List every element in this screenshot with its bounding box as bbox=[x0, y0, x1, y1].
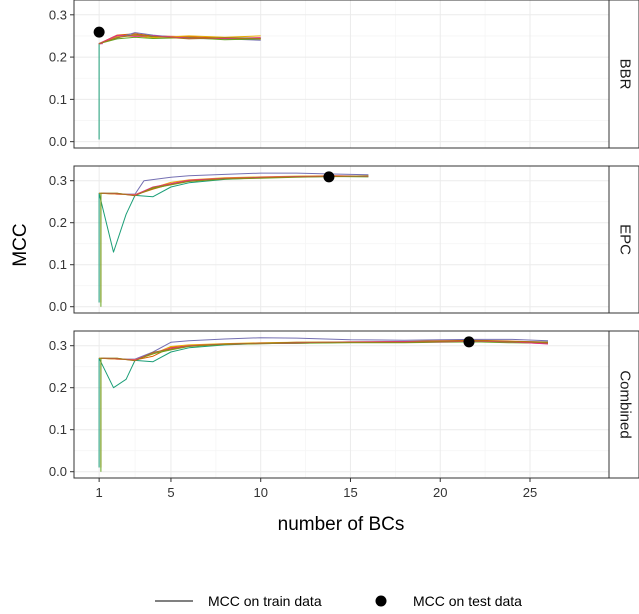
x-tick-label: 5 bbox=[167, 485, 174, 500]
test-point-bbr bbox=[93, 26, 105, 38]
y-tick-label: 0.0 bbox=[49, 464, 67, 479]
y-tick-label: 0.2 bbox=[49, 215, 67, 230]
panel-bbr: BBR 0.0 0.1 0.2 0.3 bbox=[49, 0, 639, 149]
test-point-epc bbox=[323, 171, 335, 183]
x-tick-label: 15 bbox=[343, 485, 357, 500]
x-tick-label: 20 bbox=[433, 485, 447, 500]
y-tick-label: 0.2 bbox=[49, 50, 67, 65]
strip-background bbox=[608, 330, 639, 479]
y-tick-label: 0.0 bbox=[49, 134, 67, 149]
series-line-run-1 bbox=[98, 340, 549, 468]
legend-train-label: MCC on train data bbox=[208, 593, 322, 609]
series-line-run-2 bbox=[100, 175, 369, 303]
x-tick-label: 25 bbox=[523, 485, 537, 500]
strip-label-epc: EPC bbox=[617, 224, 634, 255]
y-tick-label: 0.1 bbox=[49, 422, 67, 437]
series-line-run-1 bbox=[98, 34, 261, 140]
legend: MCC on train data MCC on test data bbox=[155, 593, 522, 609]
series-line-run-2 bbox=[100, 339, 549, 468]
panel-border bbox=[73, 0, 610, 149]
strip-background bbox=[608, 165, 639, 314]
panel-combined: Combined 0.0 0.1 0.2 0.3 bbox=[49, 330, 639, 479]
x-tick-label: 10 bbox=[253, 485, 267, 500]
y-tick-label: 0.0 bbox=[49, 299, 67, 314]
legend-test-label: MCC on test data bbox=[413, 593, 522, 609]
series-line-run-5 bbox=[100, 341, 549, 472]
x-axis: 1 5 10 15 20 25 bbox=[96, 478, 537, 500]
legend-test-point-icon bbox=[375, 595, 387, 607]
y-tick-label: 0.1 bbox=[49, 92, 67, 107]
strip-background bbox=[608, 0, 639, 149]
strip-label-combined: Combined bbox=[617, 370, 634, 438]
series-line-run-7 bbox=[98, 34, 261, 45]
series-line-run-1 bbox=[98, 176, 369, 303]
y-tick-label: 0.1 bbox=[49, 257, 67, 272]
test-point-combined bbox=[463, 336, 475, 348]
y-tick-label: 0.3 bbox=[49, 338, 67, 353]
y-tick-label: 0.3 bbox=[49, 173, 67, 188]
y-tick-label: 0.3 bbox=[49, 7, 67, 22]
x-axis-title: number of BCs bbox=[278, 514, 405, 535]
y-axis-title: MCC bbox=[10, 223, 31, 266]
chart-panels: BBR 0.0 0.1 0.2 0.3 EPC 0.0 0.1 0.2 0.3 Combined 0.… bbox=[49, 0, 639, 479]
panel-epc: EPC 0.0 0.1 0.2 0.3 bbox=[49, 165, 639, 314]
series-line-run-7 bbox=[99, 175, 369, 197]
strip-label-bbr: BBR bbox=[617, 59, 634, 90]
x-tick-label: 1 bbox=[96, 485, 103, 500]
y-tick-label: 0.2 bbox=[49, 380, 67, 395]
